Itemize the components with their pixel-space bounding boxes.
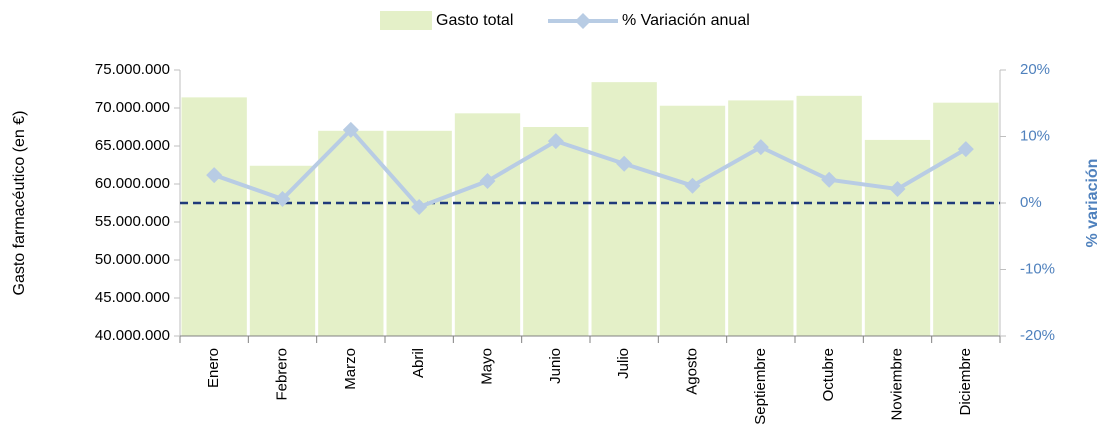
bar xyxy=(796,95,862,336)
bar xyxy=(386,130,452,336)
x-tick-label: Junio xyxy=(547,348,564,384)
marker xyxy=(752,139,769,156)
y2-tick-label: 20% xyxy=(1020,61,1050,78)
marker xyxy=(547,133,564,150)
bar xyxy=(933,102,999,337)
y2-axis-label: % variación xyxy=(1084,159,1101,248)
x-tick-label: Mayo xyxy=(478,348,495,385)
x-tick-label: Julio xyxy=(615,348,632,379)
bar xyxy=(728,100,794,337)
bar xyxy=(864,139,931,336)
marker xyxy=(821,171,838,188)
x-tick-label: Diciembre xyxy=(957,348,974,416)
x-tick-label: Agosto xyxy=(683,348,700,395)
legend-marker xyxy=(575,13,591,29)
bar xyxy=(659,105,726,336)
y-tick-label: 50.000.000 xyxy=(95,251,170,268)
line xyxy=(213,126,967,210)
bar xyxy=(181,97,247,336)
y-tick-label: 60.000.000 xyxy=(95,175,170,192)
y2-tick-label: 10% xyxy=(1020,127,1050,144)
marker xyxy=(411,198,428,215)
marker xyxy=(206,167,223,184)
bar xyxy=(318,130,384,336)
y-axis-label: Gasto farmacéutico (en €) xyxy=(11,111,28,296)
marker xyxy=(274,191,291,208)
y-tick-label: 45.000.000 xyxy=(95,289,170,306)
legend-label: % Variación anual xyxy=(622,12,750,29)
x-tick-label: Abril xyxy=(410,348,427,378)
marker xyxy=(889,181,906,198)
x-tick-label: Febrero xyxy=(273,348,290,401)
y-tick-label: 65.000.000 xyxy=(95,137,170,154)
marker xyxy=(684,177,701,194)
legend-label: Gasto total xyxy=(436,12,513,29)
marker xyxy=(479,173,496,190)
y-tick-label: 40.000.000 xyxy=(95,327,170,344)
y2-tick-label: 0% xyxy=(1020,194,1042,211)
y2-tick-label: -20% xyxy=(1020,327,1055,344)
legend-swatch xyxy=(380,11,432,30)
x-tick-label: Marzo xyxy=(342,348,359,390)
marker xyxy=(616,155,633,172)
bar xyxy=(454,113,521,336)
y-tick-label: 55.000.000 xyxy=(95,213,170,230)
x-tick-label: Septiembre xyxy=(752,348,769,425)
y2-tick-label: -10% xyxy=(1020,260,1055,277)
y-tick-label: 75.000.000 xyxy=(95,61,170,78)
x-tick-label: Octubre xyxy=(820,348,837,401)
bar xyxy=(591,82,657,336)
x-tick-label: Enero xyxy=(205,348,222,388)
marker xyxy=(957,141,974,158)
bar xyxy=(523,127,589,336)
y-tick-label: 70.000.000 xyxy=(95,99,170,116)
x-tick-label: Noviembre xyxy=(888,348,905,421)
marker xyxy=(342,121,359,138)
